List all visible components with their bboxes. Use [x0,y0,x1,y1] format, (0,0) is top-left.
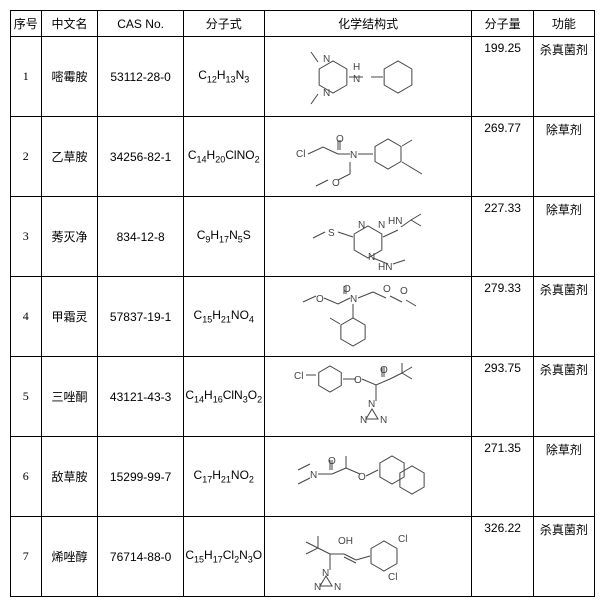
svg-text:O: O [332,178,340,189]
table-row: 7烯唑醇76714-88-0C15H17Cl2N3OOHClClNNN326.2… [11,517,595,597]
cell-func: 杀真菌剂 [533,37,594,117]
cell-idx: 6 [11,437,42,517]
cell-mw: 227.33 [472,197,533,277]
cell-structure: OONOO [264,277,472,357]
table-row: 1嘧霉胺53112-28-0C12H13N3NNNH199.25杀真菌剂 [11,37,595,117]
header-mw: 分子量 [472,11,533,37]
table-row: 5三唑酮43121-43-3C14H16ClN3O2ClOONNN293.75杀… [11,357,595,437]
svg-text:OH: OH [338,536,353,547]
cell-idx: 4 [11,277,42,357]
table-row: 6敌草胺15299-99-7C17H21NO2NOO271.35除草剂 [11,437,595,517]
header-name: 中文名 [41,11,98,37]
svg-text:Cl: Cl [294,371,303,382]
cell-mw: 326.22 [472,517,533,597]
svg-text:O: O [354,375,362,386]
svg-text:N: N [310,470,317,481]
svg-text:HN: HN [378,262,392,272]
cell-idx: 5 [11,357,42,437]
svg-text:N: N [334,582,341,593]
svg-text:Cl: Cl [388,572,397,583]
cell-name: 甲霜灵 [41,277,98,357]
cell-mw: 279.33 [472,277,533,357]
cell-formula: C15H21NO4 [183,277,264,357]
cell-cas: 57837-19-1 [98,277,183,357]
cell-name: 三唑酮 [41,357,98,437]
svg-text:N: N [380,415,387,426]
cell-name: 莠灭净 [41,197,98,277]
cell-structure: NOO [264,437,472,517]
cell-func: 除草剂 [533,197,594,277]
cell-cas: 15299-99-7 [98,437,183,517]
table-row: 3莠灭净834-12-8C9H17N5S N N N S HN HN 227.33除草剂 [11,197,595,277]
svg-text:N: N [353,74,360,85]
cell-func: 杀真菌剂 [533,517,594,597]
cell-idx: 7 [11,517,42,597]
table-row: 4甲霜灵57837-19-1C15H21NO4OONOO279.33杀真菌剂 [11,277,595,357]
svg-text:N: N [360,415,367,426]
cell-structure: ClOONNN [264,357,472,437]
cell-func: 杀真菌剂 [533,277,594,357]
svg-text:O: O [316,294,324,305]
cell-structure: ClONO [264,117,472,197]
svg-text:S: S [328,228,335,239]
cell-func: 杀真菌剂 [533,357,594,437]
svg-text:N: N [378,220,385,231]
cell-formula: C9H17N5S [183,197,264,277]
cell-func: 除草剂 [533,437,594,517]
cell-formula: C14H16ClN3O2 [183,357,264,437]
cell-structure: N N N S HN HN [264,197,472,277]
cell-idx: 3 [11,197,42,277]
cell-name: 敌草胺 [41,437,98,517]
cell-formula: C12H13N3 [183,37,264,117]
header-formula: 分子式 [183,11,264,37]
cell-cas: 43121-43-3 [98,357,183,437]
cell-mw: 271.35 [472,437,533,517]
cell-formula: C14H20ClNO2 [183,117,264,197]
cell-mw: 199.25 [472,37,533,117]
cell-formula: C15H17Cl2N3O [183,517,264,597]
svg-text:O: O [358,472,366,483]
cell-mw: 269.77 [472,117,533,197]
cell-cas: 53112-28-0 [98,37,183,117]
header-cas: CAS No. [98,11,183,37]
cell-name: 嘧霉胺 [41,37,98,117]
cell-idx: 1 [11,37,42,117]
cell-func: 除草剂 [533,117,594,197]
svg-text:Cl: Cl [296,149,305,160]
header-row: 序号 中文名 CAS No. 分子式 化学结构式 分子量 功能 [11,11,595,37]
cell-cas: 34256-82-1 [98,117,183,197]
cell-formula: C17H21NO2 [183,437,264,517]
svg-text:N: N [368,399,375,410]
svg-text:N: N [314,582,321,593]
svg-text:HN: HN [388,216,402,227]
svg-text:O: O [383,284,391,295]
header-idx: 序号 [11,11,42,37]
cell-cas: 76714-88-0 [98,517,183,597]
cell-idx: 2 [11,117,42,197]
svg-text:H: H [353,62,360,73]
svg-text:N: N [350,150,357,161]
cell-name: 乙草胺 [41,117,98,197]
svg-text:N: N [368,252,375,263]
compound-table: 序号 中文名 CAS No. 分子式 化学结构式 分子量 功能 1嘧霉胺5311… [10,10,595,597]
cell-cas: 834-12-8 [98,197,183,277]
svg-text:N: N [323,88,330,99]
cell-name: 烯唑醇 [41,517,98,597]
header-struct: 化学结构式 [264,11,472,37]
svg-text:O: O [400,286,408,297]
svg-text:N: N [358,220,365,231]
cell-structure: NNNH [264,37,472,117]
svg-text:N: N [350,294,357,305]
cell-mw: 293.75 [472,357,533,437]
svg-text:N: N [323,54,330,65]
table-row: 2乙草胺34256-82-1C14H20ClNO2ClONO269.77除草剂 [11,117,595,197]
header-func: 功能 [533,11,594,37]
cell-structure: OHClClNNN [264,517,472,597]
svg-text:Cl: Cl [398,534,407,545]
